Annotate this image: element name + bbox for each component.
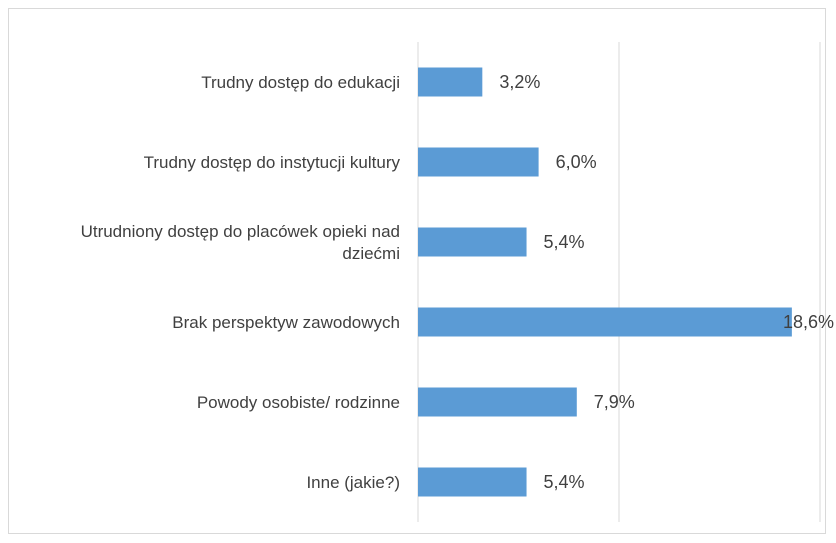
data-label-5: 5,4%	[544, 472, 585, 492]
data-label-1: 6,0%	[556, 152, 597, 172]
data-label-4: 7,9%	[594, 392, 635, 412]
data-label-3: 18,6%	[783, 312, 834, 332]
data-label-2: 5,4%	[544, 232, 585, 252]
bar-4	[418, 387, 577, 417]
category-label-3: Brak perspektyw zawodowych	[172, 313, 400, 332]
data-labels: 3,2% 6,0% 5,4% 18,6% 7,9% 5,4%	[499, 72, 834, 492]
bar-0	[418, 67, 483, 97]
gridlines	[417, 42, 821, 522]
category-label-0: Trudny dostęp do edukacji	[201, 73, 400, 92]
category-label-4: Powody osobiste/ rodzinne	[197, 393, 400, 412]
category-label-5: Inne (jakie?)	[306, 473, 400, 492]
category-label-1: Trudny dostęp do instytucji kultury	[144, 153, 401, 172]
bar-3	[418, 307, 792, 337]
category-label-2-line-1: dziećmi	[342, 244, 400, 263]
data-label-0: 3,2%	[499, 72, 540, 92]
bars	[418, 67, 792, 497]
bar-2	[418, 227, 527, 257]
chart-frame	[8, 8, 826, 534]
bar-5	[418, 467, 527, 497]
category-label-2-line-0: Utrudniony dostęp do placówek opieki nad	[81, 222, 400, 241]
category-labels: Trudny dostęp do edukacji Trudny dostęp d…	[81, 73, 401, 492]
bar-1	[418, 147, 539, 177]
